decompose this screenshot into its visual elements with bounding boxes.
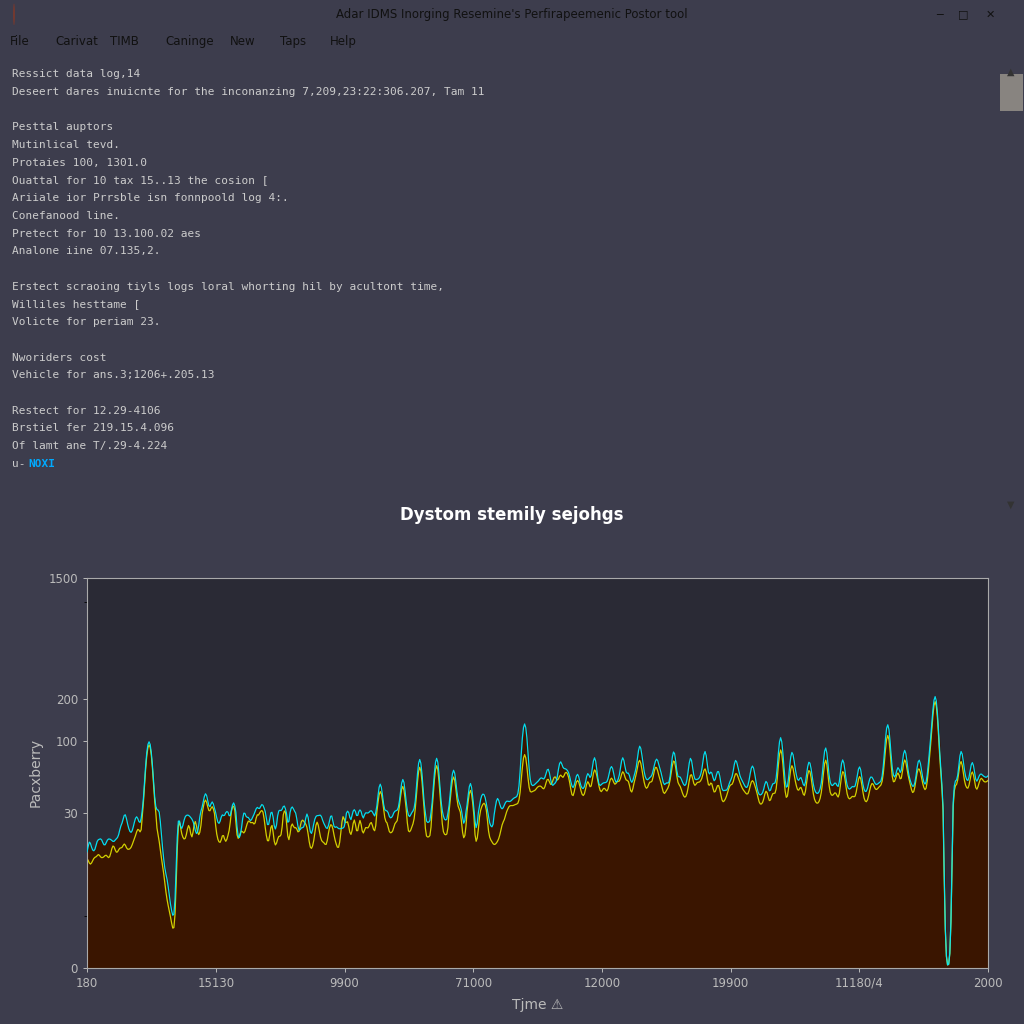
Text: Protaies 100, 1301.0: Protaies 100, 1301.0 [12,158,147,168]
Text: Erstect scraoing tiyls logs loral whorting hil by acultont time,: Erstect scraoing tiyls logs loral whorti… [12,282,444,292]
Text: Conefanood line.: Conefanood line. [12,211,120,221]
Text: TIMB: TIMB [110,36,139,48]
Text: Dystom stemily sejohgs: Dystom stemily sejohgs [400,506,624,524]
Text: File: File [10,36,30,48]
Text: Restect for 12.29-4106: Restect for 12.29-4106 [12,406,161,416]
Bar [999,74,1023,112]
Text: Caninge: Caninge [165,36,214,48]
Text: ▲: ▲ [1008,67,1015,77]
Text: □: □ [957,9,969,19]
Text: Help: Help [330,36,357,48]
Text: Williles hesttame [: Williles hesttame [ [12,299,140,309]
Text: Ouattal for 10 tax 15..13 the cosion [: Ouattal for 10 tax 15..13 the cosion [ [12,175,268,185]
Text: ─: ─ [937,9,943,19]
Text: NOXI: NOXI [28,459,55,469]
Text: Brstiel fer 219.15.4.096: Brstiel fer 219.15.4.096 [12,423,174,433]
Y-axis label: Pacxberry: Pacxberry [29,738,43,807]
Text: Taps: Taps [280,36,306,48]
Text: Volicte for periam 23.: Volicte for periam 23. [12,317,161,327]
Text: Ressict data log,14: Ressict data log,14 [12,70,140,79]
Text: Pretect for 10 13.100.02 aes: Pretect for 10 13.100.02 aes [12,228,201,239]
Text: Analone iine 07.135,2.: Analone iine 07.135,2. [12,247,161,256]
Text: Ariiale ior Prrsble isn fonnpoold log 4:.: Ariiale ior Prrsble isn fonnpoold log 4:… [12,194,289,203]
Text: u-: u- [12,459,32,469]
Text: Deseert dares inuicnte for the inconanzing 7,209,23:22:306.207, Tam 11: Deseert dares inuicnte for the inconanzi… [12,87,484,97]
Text: Vehicle for ans.3;1206+.205.13: Vehicle for ans.3;1206+.205.13 [12,371,214,380]
Text: ✕: ✕ [985,9,994,19]
X-axis label: Tjme ⚠: Tjme ⚠ [512,998,563,1012]
Text: Carivat: Carivat [55,36,98,48]
Text: Pesttal auptors: Pesttal auptors [12,123,114,132]
Text: Mutinlical tevd.: Mutinlical tevd. [12,140,120,151]
Text: New: New [230,36,256,48]
Text: Adar IDMS Inorging Resemine's Perfirapeemenic Postor tool: Adar IDMS Inorging Resemine's Perfirapee… [336,8,688,20]
Text: Of lamt ane T/.29-4.224: Of lamt ane T/.29-4.224 [12,441,167,452]
Text: ▼: ▼ [1008,500,1015,510]
Text: Nworiders cost: Nworiders cost [12,352,106,362]
